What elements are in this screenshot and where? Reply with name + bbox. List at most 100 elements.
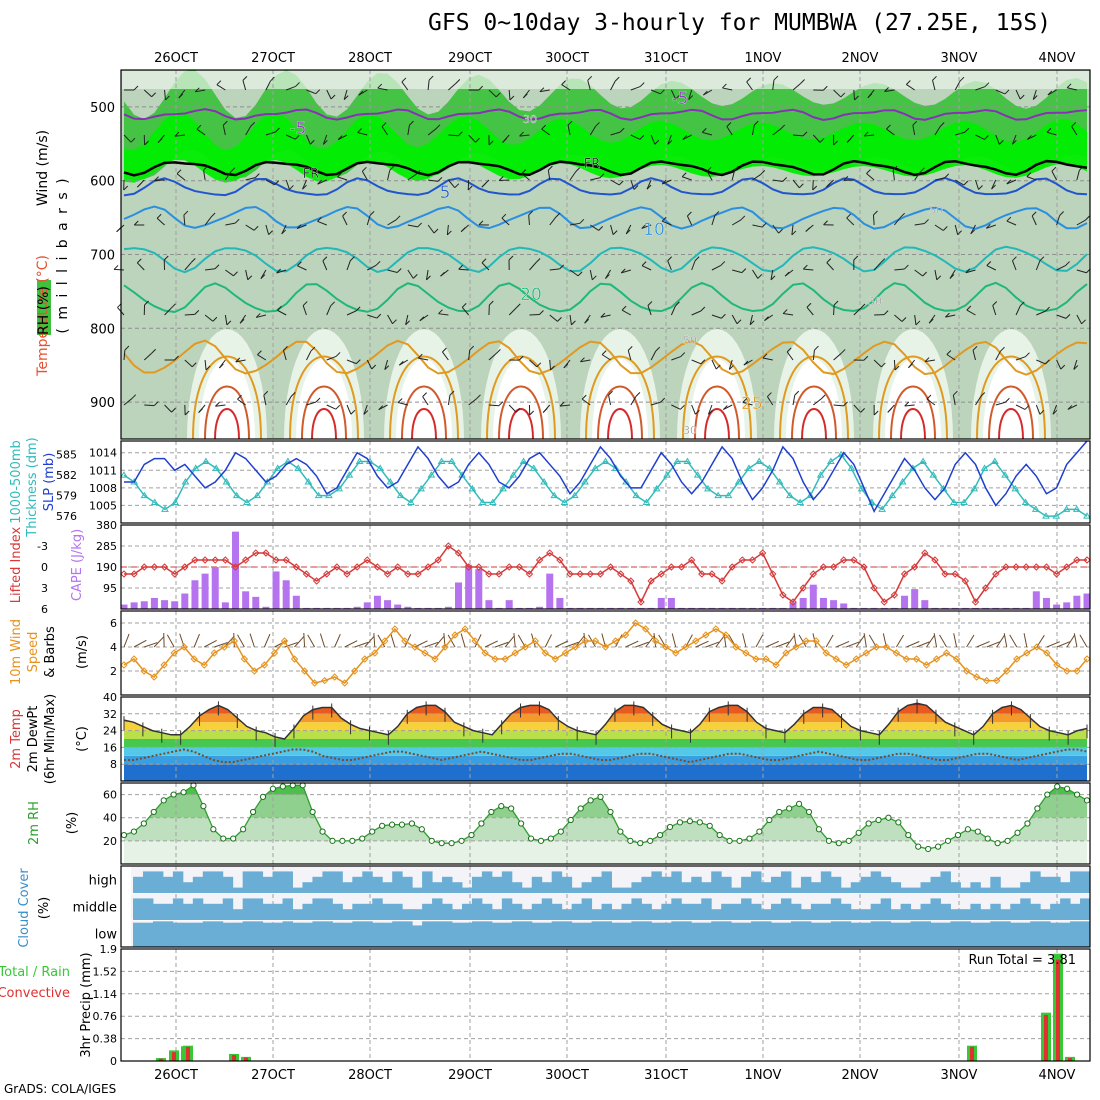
wind-barb-flag	[661, 179, 667, 185]
wind-barb-flag	[612, 230, 618, 236]
bottom-day-label-9: 4NOV	[1039, 1068, 1076, 1083]
cape-bar	[1042, 597, 1050, 609]
wind-barb	[791, 224, 794, 235]
wind-speed-point	[792, 643, 800, 651]
rh2m-point	[885, 814, 892, 821]
wind-barb-flag	[376, 313, 382, 319]
cloud-high-cell	[880, 876, 892, 893]
wind-speed-line	[123, 622, 1088, 684]
wind-barb-flag	[922, 271, 928, 277]
isotherm-30-loop-1	[204, 385, 250, 440]
wind-barb-flag	[548, 165, 553, 171]
wind-barb-10m	[775, 641, 790, 648]
precip-tick-label-2: 0.76	[93, 1010, 118, 1023]
thickness-point	[294, 464, 303, 471]
dry-core-5	[592, 359, 648, 439]
wind-barb	[123, 398, 133, 406]
wind-barb-flag	[863, 131, 869, 137]
wind-speed-point	[351, 667, 359, 675]
cloud-low-cell	[631, 921, 642, 947]
rh2m-point	[269, 785, 277, 792]
cloud-high-cell	[262, 876, 274, 893]
wind-barb-flag	[1065, 261, 1070, 266]
wind-barb-flag	[123, 185, 129, 191]
wind-speed-point	[802, 637, 810, 645]
rh2m-point	[388, 821, 396, 828]
wind-speed-point	[1003, 667, 1011, 675]
lifted-index-point	[860, 563, 868, 571]
cloud-low-cell	[910, 921, 922, 947]
panel-frames	[120, 69, 1091, 1062]
wind-barb	[752, 173, 762, 181]
cloud-middle-cell	[731, 903, 742, 920]
chart-marks	[113, 75, 1091, 1061]
cloud-low-cell	[800, 921, 812, 947]
cape-bar	[911, 589, 919, 609]
wind-barb	[722, 87, 733, 91]
wind-barb	[1031, 215, 1037, 226]
wind-barb-flag	[481, 258, 487, 264]
rh2m-point	[458, 837, 465, 844]
cape-bar	[373, 595, 381, 609]
wind-barb	[667, 134, 672, 145]
lifted-index-point	[799, 584, 807, 592]
wind-barb-flag	[315, 89, 321, 95]
lifted-index-point	[454, 549, 463, 557]
wind-barb	[806, 306, 814, 316]
wind-barb	[742, 401, 753, 406]
wind-barb	[650, 401, 661, 406]
wind-barb	[752, 269, 759, 279]
wind-barb-flag	[618, 180, 624, 186]
wind-barb-flag	[1004, 89, 1010, 95]
wind-barb-flag	[539, 310, 544, 315]
wind-barb	[488, 404, 499, 407]
wind-barb	[1026, 176, 1037, 181]
wind-barb	[587, 80, 591, 91]
wind-barb-flag	[577, 271, 583, 277]
cloud-middle-cell	[900, 903, 912, 920]
rh2m-point	[776, 808, 783, 816]
wind-barb	[501, 217, 510, 226]
cloud-ylabel-b: (%)	[37, 897, 52, 920]
wind-barb-flag	[297, 261, 302, 267]
wind-barb-10m	[484, 640, 498, 648]
wind-barb-flag	[528, 210, 534, 216]
wind-barb-flag	[949, 274, 955, 279]
wind-barb	[670, 89, 677, 100]
cloud-low-cell	[382, 922, 393, 947]
wind-barb-flag	[302, 184, 307, 190]
lifted-index-point	[221, 556, 230, 564]
wind-barb	[183, 214, 186, 226]
wind-barb	[204, 359, 207, 371]
wind-barb-flag	[700, 359, 706, 365]
wind-barb	[488, 352, 497, 361]
lifted-index-point	[1063, 563, 1071, 571]
wind-barb-flag	[165, 95, 170, 101]
wind-barb	[833, 89, 842, 98]
wind-barb-flag	[178, 93, 184, 99]
thickness-point	[724, 491, 733, 499]
wind-speed-point	[120, 661, 128, 669]
wind-barb-flag	[959, 76, 965, 82]
cloud-low-cell	[172, 922, 184, 947]
wind-barb	[952, 395, 956, 406]
wind-barb-flag	[1026, 135, 1032, 140]
cloud-middle-cell	[511, 903, 523, 920]
rh2m-point	[855, 829, 862, 836]
temp-tick-label-1: 16	[103, 741, 117, 754]
wind-barb-flag	[296, 224, 302, 229]
cape-bar	[272, 571, 280, 609]
isotherm-10	[123, 205, 1088, 230]
wind-barb	[428, 179, 439, 182]
wind-barb-flag	[682, 135, 688, 140]
cloud-high-cell	[152, 871, 164, 893]
cloud-low-cell	[790, 921, 802, 947]
wind-barb	[549, 216, 557, 226]
upper-air-ylabel-rh: RH (%)	[36, 286, 52, 335]
wind-barb	[1056, 215, 1061, 226]
wind-speed-point	[280, 637, 289, 645]
wind-barb-flag	[794, 390, 800, 396]
wind-barb	[711, 265, 722, 271]
lifted-index-point	[981, 584, 990, 592]
rh2m-point	[845, 837, 852, 844]
